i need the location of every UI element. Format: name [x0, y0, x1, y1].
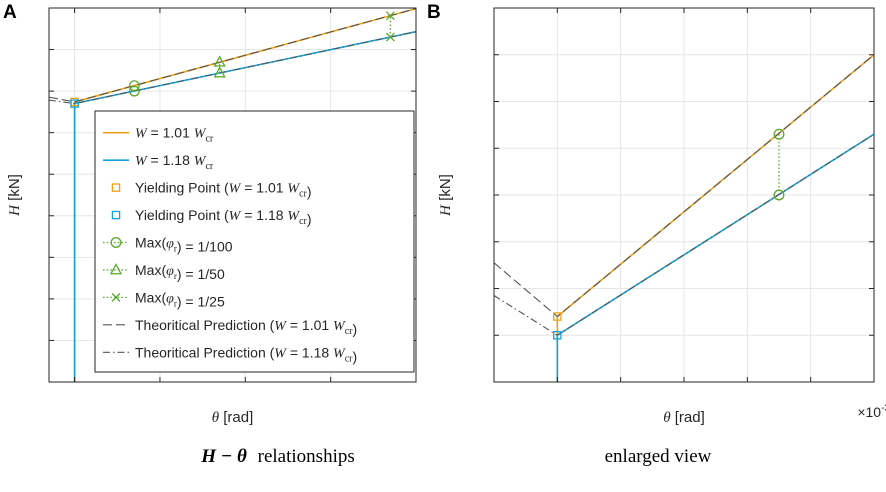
legend-cross-swatch [111, 292, 121, 302]
legend-entry-label: Max(φr) = 1/100 [135, 235, 233, 255]
circle-marker [128, 80, 140, 92]
cross-marker [385, 32, 395, 42]
series-line-4 [493, 133, 875, 336]
square-marker [553, 312, 562, 321]
panel-a-letter: A [3, 2, 17, 23]
legend-box [94, 110, 415, 373]
caption-b: enlarged view [605, 446, 712, 467]
legend-entry-label: Theoritical Prediction (W = 1.18 Wcr) [135, 344, 357, 364]
caption-a: H − θ relationships [200, 446, 355, 467]
x-axis-multiplier: ×10-3 [857, 403, 886, 420]
cross-marker [385, 11, 395, 21]
x-axis-label: θ [rad] [663, 409, 705, 426]
circle-marker [128, 85, 140, 97]
circle-marker [773, 128, 785, 140]
legend-entry-label: Max(φr) = 1/50 [135, 262, 225, 282]
panel-a-legend: W = 1.01 Wcr W = 1.18 Wcr Yielding Point (… [94, 110, 415, 373]
caption-a-bold: H − θ [200, 446, 247, 467]
legend-entry-label: W = 1.01 Wcr [135, 125, 214, 145]
series-line-4 [48, 31, 417, 105]
legend-entry-label: Theoritical Prediction (W = 1.01 Wcr) [135, 317, 357, 337]
legend-square-swatch [111, 210, 121, 220]
legend-entry-label: Yielding Point (W = 1.18 Wcr) [135, 207, 312, 227]
series-line-3 [493, 54, 875, 318]
panel-b-chart: θ [rad] H [kN] ×10-3 [437, 7, 886, 426]
triangle-marker [213, 66, 226, 78]
y-axis-label: H [kN] [437, 174, 454, 217]
legend-triangle-swatch [109, 263, 123, 275]
triangle-marker [213, 55, 226, 67]
y-axis-label: H [kN] [6, 174, 23, 217]
square-marker [553, 330, 562, 340]
series-line-3 [48, 8, 417, 103]
circle-marker [773, 189, 785, 201]
legend-square-swatch [111, 183, 121, 192]
square-marker [70, 99, 79, 108]
axes-frame [48, 7, 417, 383]
caption-a-rest: relationships [258, 446, 355, 467]
legend-entry-label: Max(φr) = 1/25 [135, 289, 225, 309]
panel-b-letter: B [427, 2, 441, 23]
legend-circle-swatch [110, 237, 122, 248]
legend-entry-label: W = 1.18 Wcr [135, 152, 214, 172]
legend-entry-label: Yielding Point (W = 1.01 Wcr) [135, 180, 312, 200]
x-axis-label: θ [rad] [212, 409, 254, 426]
